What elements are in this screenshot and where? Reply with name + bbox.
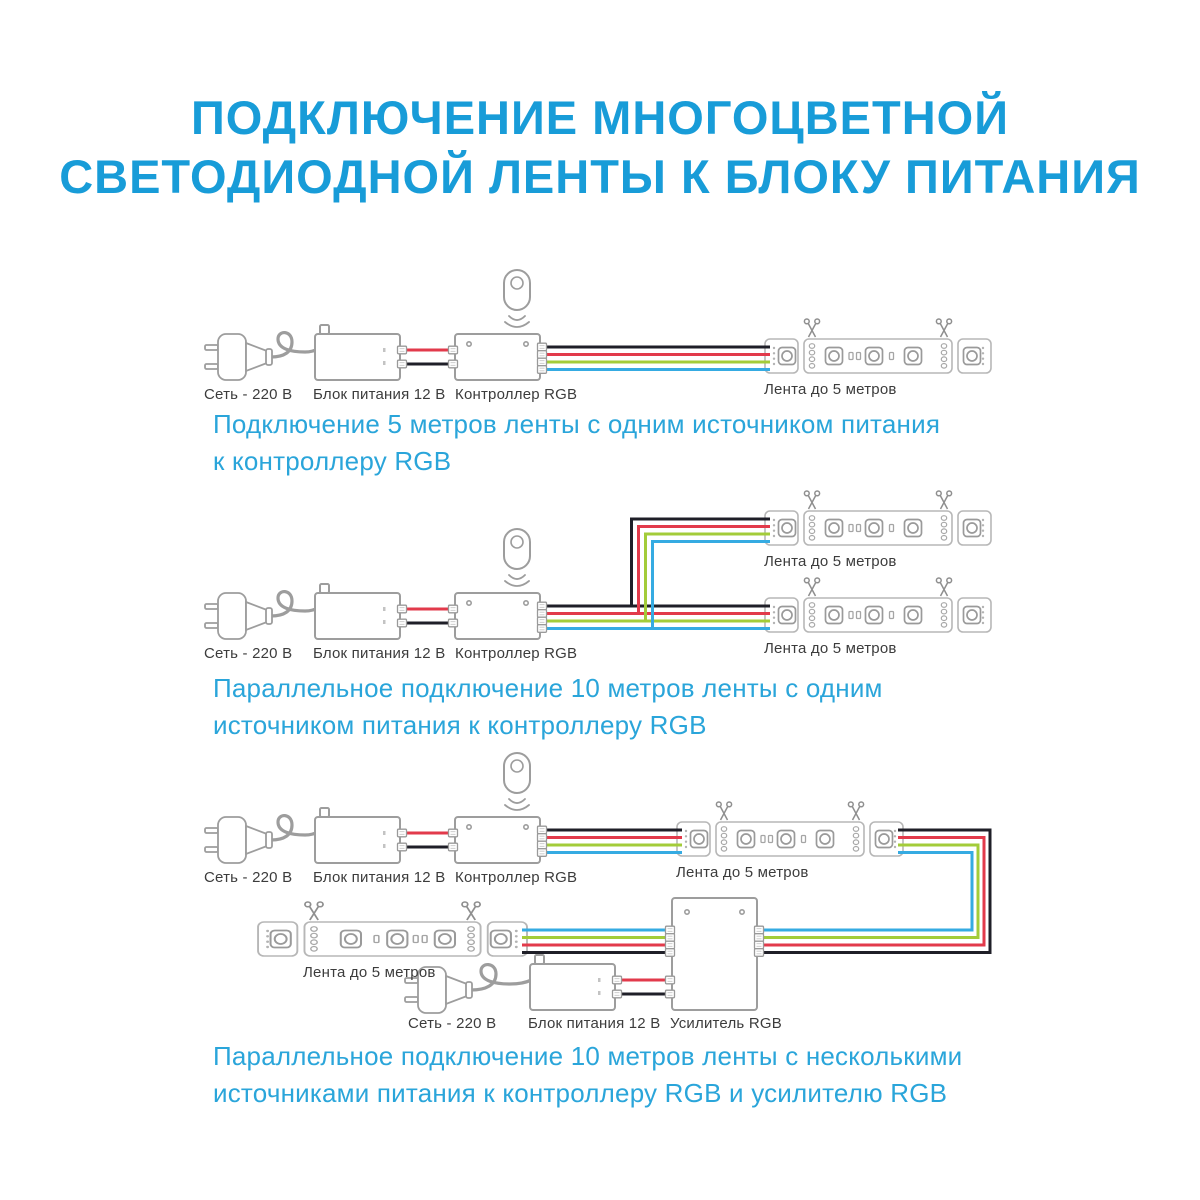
page-title-line1: ПОДКЛЮЧЕНИЕ МНОГОЦВЕТНОЙ xyxy=(190,91,1010,144)
d2-led-strip-bottom xyxy=(765,578,991,632)
d3-wires xyxy=(400,828,992,996)
d3-psu-box-1 xyxy=(314,807,401,864)
d2-remote-icon xyxy=(503,528,531,587)
d2-label-mains: Сеть - 220 В xyxy=(204,645,292,662)
page-title: ПОДКЛЮЧЕНИЕ МНОГОЦВЕТНОЙ СВЕТОДИОДНОЙ ЛЕ… xyxy=(0,88,1200,206)
diagram-3-caption: Параллельное подключение 10 метров ленты… xyxy=(213,1038,1033,1112)
d3-led-strip-1 xyxy=(677,802,903,856)
d3-power-cord-2 xyxy=(469,958,541,992)
diagram-2: Сеть - 220 В Блок питания 12 В Контролле… xyxy=(204,491,991,662)
d1-psu-box xyxy=(314,324,401,381)
d1-label-strip: Лента до 5 метров xyxy=(764,381,897,398)
d3-label-mains-2: Сеть - 220 В xyxy=(408,1015,496,1032)
d2-controller-box xyxy=(454,592,541,640)
diagram-1-caption: Подключение 5 метров ленты с одним источ… xyxy=(213,406,1033,480)
diagram-2-caption-line1: Параллельное подключение 10 метров ленты… xyxy=(213,673,883,703)
d2-power-plug-icon xyxy=(204,592,273,640)
diagram-2-caption: Параллельное подключение 10 метров ленты… xyxy=(213,670,1033,744)
d2-led-strip-top xyxy=(765,491,991,545)
diagram-3-caption-line1: Параллельное подключение 10 метров ленты… xyxy=(213,1041,963,1071)
diagram-1: Сеть - 220 В Блок питания 12 В Контролле… xyxy=(204,269,991,403)
d1-power-plug-icon xyxy=(204,333,273,381)
d3-amplifier-box xyxy=(671,897,758,1011)
diagram-1-caption-line2: к контроллеру RGB xyxy=(213,446,452,476)
d3-led-strip-2 xyxy=(258,902,527,956)
d3-label-psu-2: Блок питания 12 В xyxy=(528,1015,660,1032)
d2-wires xyxy=(400,517,770,630)
d2-label-controller: Контроллер RGB xyxy=(455,645,577,662)
d2-psu-box xyxy=(314,583,401,640)
page-title-line2: СВЕТОДИОДНОЙ ЛЕНТЫ К БЛОКУ ПИТАНИЯ xyxy=(59,150,1141,203)
d1-label-controller: Контроллер RGB xyxy=(455,386,577,403)
d1-label-mains: Сеть - 220 В xyxy=(204,386,292,403)
d3-controller-box xyxy=(454,816,541,864)
d1-remote-icon xyxy=(503,269,531,328)
d3-label-mains-1: Сеть - 220 В xyxy=(204,869,292,886)
d3-label-strip-1: Лента до 5 метров xyxy=(676,864,809,881)
d2-label-psu: Блок питания 12 В xyxy=(313,645,445,662)
d2-label-strip-bottom: Лента до 5 метров xyxy=(764,640,897,657)
d3-label-strip-2: Лента до 5 метров xyxy=(303,964,436,981)
diagram-2-caption-line2: источником питания к контроллеру RGB xyxy=(213,710,707,740)
d3-label-amplifier: Усилитель RGB xyxy=(670,1015,782,1032)
d3-label-psu-1: Блок питания 12 В xyxy=(313,869,445,886)
d3-remote-icon xyxy=(503,752,531,811)
d1-label-psu: Блок питания 12 В xyxy=(313,386,445,403)
d3-psu-box-2 xyxy=(529,954,616,1011)
diagram-1-caption-line1: Подключение 5 метров ленты с одним источ… xyxy=(213,409,941,439)
d1-controller-box xyxy=(454,333,541,381)
d3-power-plug-icon-1 xyxy=(204,816,273,864)
d1-wires xyxy=(400,345,770,371)
d1-led-strip xyxy=(765,319,991,373)
diagram-3-caption-line2: источниками питания к контроллеру RGB и … xyxy=(213,1078,948,1108)
diagram-3: Сеть - 220 В Блок питания 12 В Контролле… xyxy=(204,752,992,1032)
d3-label-controller: Контроллер RGB xyxy=(455,869,577,886)
d2-label-strip-top: Лента до 5 метров xyxy=(764,553,897,570)
